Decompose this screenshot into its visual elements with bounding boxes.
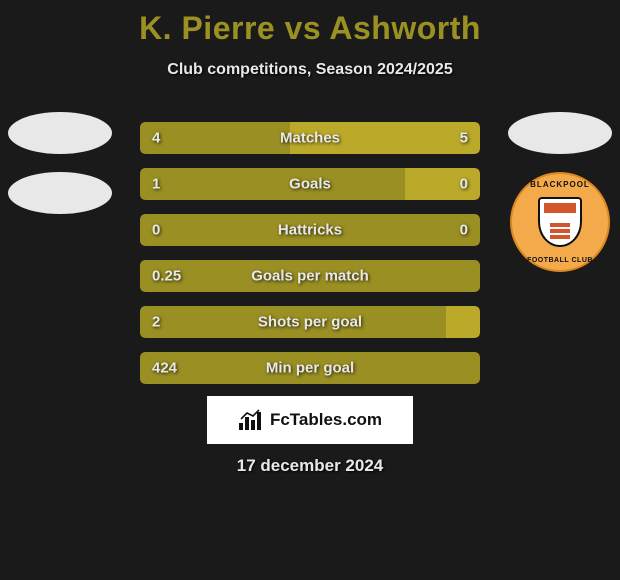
stat-row: 0.25 Goals per match <box>140 260 480 292</box>
stat-label: Shots per goal <box>258 314 362 331</box>
subtitle: Club competitions, Season 2024/2025 <box>0 61 620 79</box>
stat-value-left: 0.25 <box>152 268 181 285</box>
badge-bottom-text: FOOTBALL CLUB <box>527 257 593 264</box>
team-logo-placeholder <box>8 172 112 214</box>
stat-value-right: 0 <box>460 176 468 193</box>
stat-value-left: 0 <box>152 222 160 239</box>
bar-left-fill <box>140 168 405 200</box>
stat-label: Goals per match <box>251 268 369 285</box>
stat-label: Matches <box>280 130 340 147</box>
page-title: K. Pierre vs Ashworth <box>0 0 620 47</box>
stat-row: 1 0 Goals <box>140 168 480 200</box>
stat-row: 2 Shots per goal <box>140 306 480 338</box>
chart-icon <box>238 409 264 431</box>
brand-text: FcTables.com <box>270 410 382 430</box>
stat-value-left: 4 <box>152 130 160 147</box>
left-team-logos <box>8 112 112 214</box>
stat-label: Min per goal <box>266 360 354 377</box>
date-text: 17 december 2024 <box>237 456 384 476</box>
stat-value-right: 0 <box>460 222 468 239</box>
bar-left-fill <box>140 122 290 154</box>
right-team-logos: BLACKPOOL FOOTBALL CLUB <box>508 112 612 272</box>
stat-label: Goals <box>289 176 331 193</box>
stats-bars: 4 5 Matches 1 0 Goals 0 0 Hattricks 0.25 Goals per… <box>140 122 480 384</box>
stat-value-right: 5 <box>460 130 468 147</box>
stat-row: 424 Min per goal <box>140 352 480 384</box>
team-logo-placeholder <box>8 112 112 154</box>
bar-right-fill <box>405 168 480 200</box>
stat-value-left: 1 <box>152 176 160 193</box>
stat-row: 0 0 Hattricks <box>140 214 480 246</box>
stat-value-left: 2 <box>152 314 160 331</box>
badge-top-text: BLACKPOOL <box>530 180 590 189</box>
blackpool-badge: BLACKPOOL FOOTBALL CLUB <box>510 172 610 272</box>
shield-icon <box>538 197 582 247</box>
stat-label: Hattricks <box>278 222 342 239</box>
stat-row: 4 5 Matches <box>140 122 480 154</box>
stat-value-left: 424 <box>152 360 177 377</box>
brand-badge[interactable]: FcTables.com <box>207 396 413 444</box>
team-logo-placeholder <box>508 112 612 154</box>
bar-right-fill <box>446 306 480 338</box>
